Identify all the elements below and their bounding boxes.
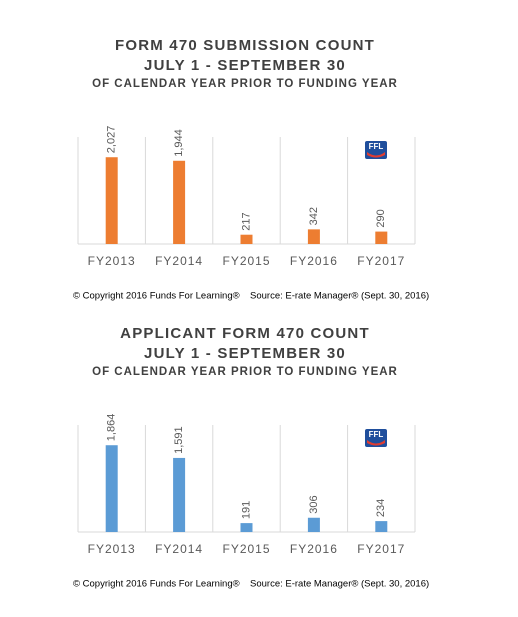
value-label: 217	[240, 212, 252, 230]
value-label: 1,944	[173, 129, 185, 157]
logo-text: FFL	[369, 430, 384, 439]
bar	[173, 457, 186, 532]
value-label: 306	[308, 495, 320, 513]
value-label: 342	[308, 207, 320, 225]
x-tick-label: FY2016	[290, 254, 338, 268]
source: Source: E-rate Manager® (Sept. 30, 2016)	[250, 579, 429, 590]
chart-subtitle: OF CALENDAR YEAR PRIOR TO FUNDING YEAR	[92, 78, 398, 90]
bar	[240, 523, 253, 532]
x-tick-label: FY2013	[88, 254, 136, 268]
x-tick-label: FY2014	[155, 542, 203, 556]
value-label: 1,864	[106, 414, 118, 442]
x-tick-label: FY2015	[222, 254, 270, 268]
x-tick-label: FY2017	[357, 542, 405, 556]
logo-swoosh	[367, 152, 385, 158]
value-label: 1,591	[173, 426, 185, 454]
value-label: 290	[375, 209, 387, 227]
logo-text: FFL	[369, 142, 384, 151]
x-tick-label: FY2017	[357, 254, 405, 268]
chart-title: APPLICANT FORM 470 COUNT	[120, 325, 370, 342]
chart-subtitle: OF CALENDAR YEAR PRIOR TO FUNDING YEAR	[92, 366, 398, 378]
x-tick-label: FY2016	[290, 542, 338, 556]
bar	[105, 445, 118, 532]
value-label: 234	[375, 499, 387, 517]
x-tick-label: FY2014	[155, 254, 203, 268]
copyright: © Copyright 2016 Funds For Learning®	[73, 579, 240, 590]
logo: FFL	[365, 141, 387, 159]
chart-subtitle: JULY 1 - SEPTEMBER 30	[144, 345, 346, 362]
value-label: 191	[240, 501, 252, 519]
copyright: © Copyright 2016 Funds For Learning®	[73, 291, 240, 302]
bar	[240, 234, 253, 244]
bar	[375, 231, 388, 244]
value-label: 2,027	[106, 126, 118, 154]
bar	[307, 517, 320, 532]
x-tick-label: FY2013	[88, 542, 136, 556]
x-tick-label: FY2015	[222, 542, 270, 556]
bar	[105, 157, 118, 244]
bar	[307, 229, 320, 244]
chart-subtitle: JULY 1 - SEPTEMBER 30	[144, 57, 346, 74]
logo: FFL	[365, 429, 387, 447]
chart-title: FORM 470 SUBMISSION COUNT	[115, 37, 375, 54]
bar	[375, 521, 388, 532]
bar	[173, 160, 186, 244]
source: Source: E-rate Manager® (Sept. 30, 2016)	[250, 291, 429, 302]
logo-swoosh	[367, 440, 385, 446]
